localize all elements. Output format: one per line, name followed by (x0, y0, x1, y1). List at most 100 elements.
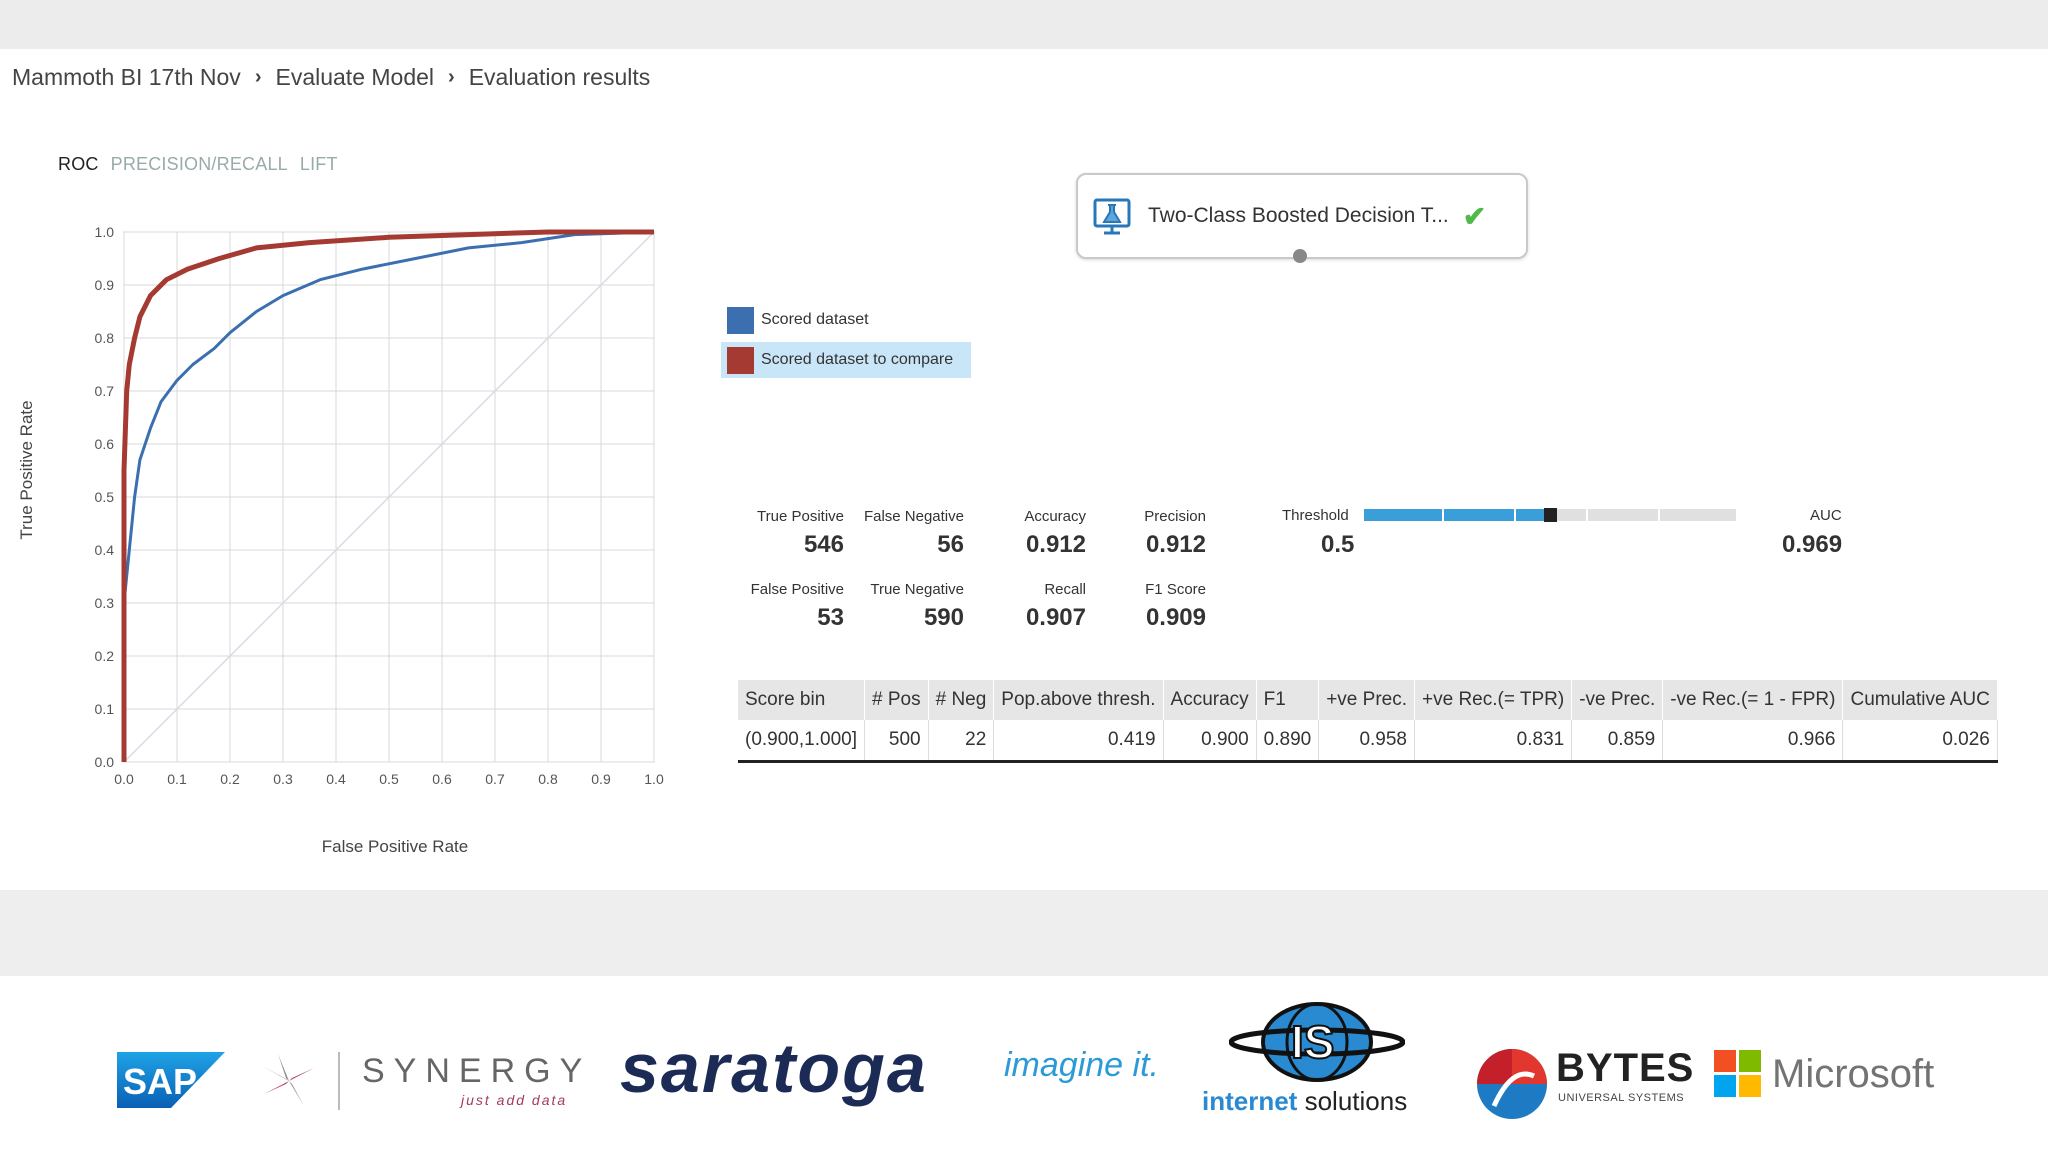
metric-label: False Negative (863, 508, 964, 525)
saratoga-logo: saratoga (620, 1029, 928, 1107)
y-tick-label: 0.1 (95, 701, 115, 717)
x-tick-label: 0.2 (220, 771, 240, 787)
metric-value: 0.907 (1025, 604, 1086, 631)
metric-true-negative: True Negative 590 (858, 581, 964, 632)
sap-logo-shape: SAP (117, 1052, 225, 1108)
column-header[interactable]: Score bin (738, 680, 865, 720)
x-tick-label: 0.7 (485, 771, 505, 787)
metric-value: 0.909 (1145, 604, 1206, 631)
imagine-it-logo: imagine it. (1004, 1046, 1159, 1084)
x-tick-label: 0.8 (538, 771, 558, 787)
tab-lift[interactable]: LIFT (299, 154, 338, 174)
x-tick-label: 0.3 (273, 771, 293, 787)
legend-item-scored-dataset-to-compare[interactable]: Scored dataset to compare (721, 342, 971, 378)
table-row[interactable]: (0.900,1.000] 500 22 0.419 0.900 0.890 0… (738, 720, 1998, 763)
metric-value: 0.912 (1145, 531, 1206, 558)
score-bin-table: Score bin # Pos # Neg Pop.above thresh. … (738, 680, 1998, 763)
internet-solutions-wordmark: internet solutions (1202, 1086, 1407, 1117)
table-cell: 0.831 (1414, 720, 1573, 763)
metric-value: 546 (803, 531, 844, 558)
slider-fill (1364, 509, 1550, 521)
x-axis-label: False Positive Rate (321, 837, 469, 856)
sponsor-footer (0, 976, 2048, 1152)
x-tick-label: 0.5 (379, 771, 399, 787)
column-header[interactable]: # Pos (864, 680, 929, 720)
column-header[interactable]: # Neg (928, 680, 995, 720)
table-header-row: Score bin # Pos # Neg Pop.above thresh. … (738, 680, 1998, 720)
column-header[interactable]: +ve Prec. (1318, 680, 1415, 720)
table-cell: 0.900 (1163, 720, 1257, 763)
table-cell: 0.026 (1842, 720, 1998, 763)
x-tick-label: 1.0 (644, 771, 664, 787)
synergy-logo: SYNERGY just add data (256, 1048, 582, 1114)
module-node-label: Two-Class Boosted Decision T... (1148, 204, 1449, 227)
x-tick-label: 0.0 (114, 771, 134, 787)
table-cell: (0.900,1.000] (738, 720, 865, 763)
y-tick-label: 0.3 (95, 595, 115, 611)
pinwheel-icon (262, 1054, 314, 1106)
metric-value: 53 (817, 604, 844, 631)
x-tick-label: 0.4 (326, 771, 346, 787)
table-cell: 0.890 (1256, 720, 1320, 763)
breadcrumb-module[interactable]: Evaluate Model (275, 64, 435, 90)
threshold-slider[interactable] (1364, 508, 1736, 522)
is-monogram: IS (1291, 1016, 1334, 1068)
breadcrumb-experiment[interactable]: Mammoth BI 17th Nov (12, 64, 241, 90)
y-tick-label: 0.9 (95, 277, 115, 293)
top-bar (0, 0, 2048, 49)
microsoft-windows-icon (1714, 1050, 1761, 1097)
metric-f1-score: F1 Score 0.909 (1120, 581, 1206, 632)
y-tick-label: 1.0 (95, 224, 115, 240)
tab-precision-recall[interactable]: PRECISION/RECALL (110, 154, 288, 174)
microsoft-logo: Microsoft (1714, 1050, 1954, 1100)
metric-true-positive: True Positive 546 (740, 508, 844, 559)
slider-handle[interactable] (1544, 508, 1557, 522)
auc-value: 0.969 (1782, 531, 1843, 558)
slider-notch (1442, 509, 1444, 521)
metric-recall: Recall 0.907 (1000, 581, 1086, 632)
x-tick-label: 0.6 (432, 771, 452, 787)
metric-value: 590 (923, 604, 964, 631)
table-cell: 0.859 (1571, 720, 1664, 763)
column-header[interactable]: -ve Rec.(= 1 - FPR) (1662, 680, 1844, 720)
output-port[interactable] (1293, 249, 1307, 263)
internet-solutions-logo: IS internet solutions (1202, 1002, 1432, 1124)
table-cell: 22 (928, 720, 995, 763)
metric-label: Accuracy (1024, 508, 1086, 525)
y-axis-label: True Positive Rate (17, 400, 36, 540)
y-tick-label: 0.6 (95, 436, 115, 452)
column-header[interactable]: +ve Rec.(= TPR) (1414, 680, 1573, 720)
column-header[interactable]: Cumulative AUC (1842, 680, 1998, 720)
table-cell: 0.419 (993, 720, 1164, 763)
check-icon: ✔ (1462, 200, 1487, 232)
bottom-band (0, 890, 2048, 976)
tab-roc[interactable]: ROC (58, 154, 99, 174)
metric-label: True Positive (757, 508, 844, 525)
column-header[interactable]: Accuracy (1163, 680, 1257, 720)
threshold-value: 0.5 (1321, 531, 1355, 558)
y-tick-label: 0.8 (95, 330, 115, 346)
table-cell: 0.966 (1662, 720, 1844, 763)
x-tick-label: 0.1 (167, 771, 187, 787)
metric-label: Recall (1044, 581, 1086, 598)
bytes-wordmark: BYTES (1556, 1046, 1695, 1090)
column-header[interactable]: -ve Prec. (1571, 680, 1664, 720)
breadcrumb-current: Evaluation results (468, 64, 651, 90)
module-node[interactable]: Two-Class Boosted Decision T... ✔ (1076, 173, 1528, 259)
metric-accuracy: Accuracy 0.912 (1000, 508, 1086, 559)
microsoft-wordmark: Microsoft (1772, 1052, 1935, 1096)
sap-logo: SAP (117, 1052, 225, 1108)
legend-swatch (727, 306, 754, 334)
legend-item-scored-dataset[interactable]: Scored dataset (721, 302, 971, 338)
flask-monitor-icon (1093, 198, 1131, 235)
table-cell: 500 (864, 720, 929, 763)
internet-word: internet (1202, 1086, 1298, 1116)
column-header[interactable]: F1 (1256, 680, 1320, 720)
slider-notch (1586, 509, 1588, 521)
metric-label: F1 Score (1145, 581, 1206, 598)
metric-label: Precision (1144, 508, 1206, 525)
breadcrumb: Mammoth BI 17th Nov › Evaluate Model › E… (12, 64, 650, 91)
chevron-right-icon: › (254, 66, 262, 88)
column-header[interactable]: Pop.above thresh. (993, 680, 1164, 720)
y-tick-label: 0.0 (95, 754, 115, 770)
